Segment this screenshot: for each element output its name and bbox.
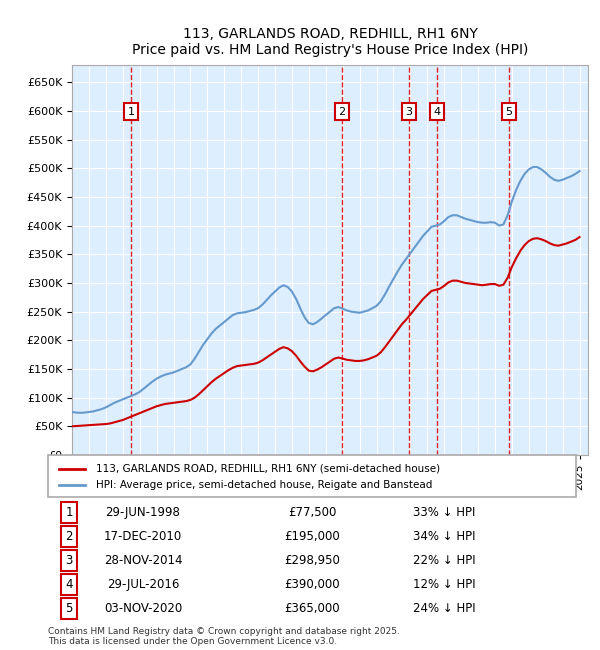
- Text: 4: 4: [434, 107, 440, 117]
- Text: 03-NOV-2020: 03-NOV-2020: [104, 602, 182, 615]
- Text: 113, GARLANDS ROAD, REDHILL, RH1 6NY (semi-detached house): 113, GARLANDS ROAD, REDHILL, RH1 6NY (se…: [95, 463, 440, 473]
- Text: £390,000: £390,000: [284, 578, 340, 592]
- Text: 2: 2: [65, 530, 73, 543]
- Text: 12% ↓ HPI: 12% ↓ HPI: [413, 578, 475, 592]
- Text: £365,000: £365,000: [284, 602, 340, 615]
- Text: 29-JUN-1998: 29-JUN-1998: [106, 506, 181, 519]
- FancyBboxPatch shape: [48, 455, 576, 497]
- Text: 24% ↓ HPI: 24% ↓ HPI: [413, 602, 475, 615]
- Text: 5: 5: [506, 107, 512, 117]
- Text: £195,000: £195,000: [284, 530, 340, 543]
- Text: 4: 4: [65, 578, 73, 592]
- Text: 3: 3: [65, 554, 73, 567]
- Text: £77,500: £77,500: [288, 506, 336, 519]
- Text: 5: 5: [65, 602, 73, 615]
- Text: 1: 1: [128, 107, 134, 117]
- Text: 28-NOV-2014: 28-NOV-2014: [104, 554, 182, 567]
- Text: 2: 2: [338, 107, 346, 117]
- Text: 1: 1: [65, 506, 73, 519]
- Text: 22% ↓ HPI: 22% ↓ HPI: [413, 554, 475, 567]
- Text: 33% ↓ HPI: 33% ↓ HPI: [413, 506, 475, 519]
- Text: £298,950: £298,950: [284, 554, 340, 567]
- Text: 29-JUL-2016: 29-JUL-2016: [107, 578, 179, 592]
- Title: 113, GARLANDS ROAD, REDHILL, RH1 6NY
Price paid vs. HM Land Registry's House Pri: 113, GARLANDS ROAD, REDHILL, RH1 6NY Pri…: [132, 27, 528, 57]
- Text: 34% ↓ HPI: 34% ↓ HPI: [413, 530, 475, 543]
- Text: Contains HM Land Registry data © Crown copyright and database right 2025.
This d: Contains HM Land Registry data © Crown c…: [48, 627, 400, 646]
- Text: 3: 3: [406, 107, 412, 117]
- Text: 17-DEC-2010: 17-DEC-2010: [104, 530, 182, 543]
- Text: HPI: Average price, semi-detached house, Reigate and Banstead: HPI: Average price, semi-detached house,…: [95, 480, 432, 490]
